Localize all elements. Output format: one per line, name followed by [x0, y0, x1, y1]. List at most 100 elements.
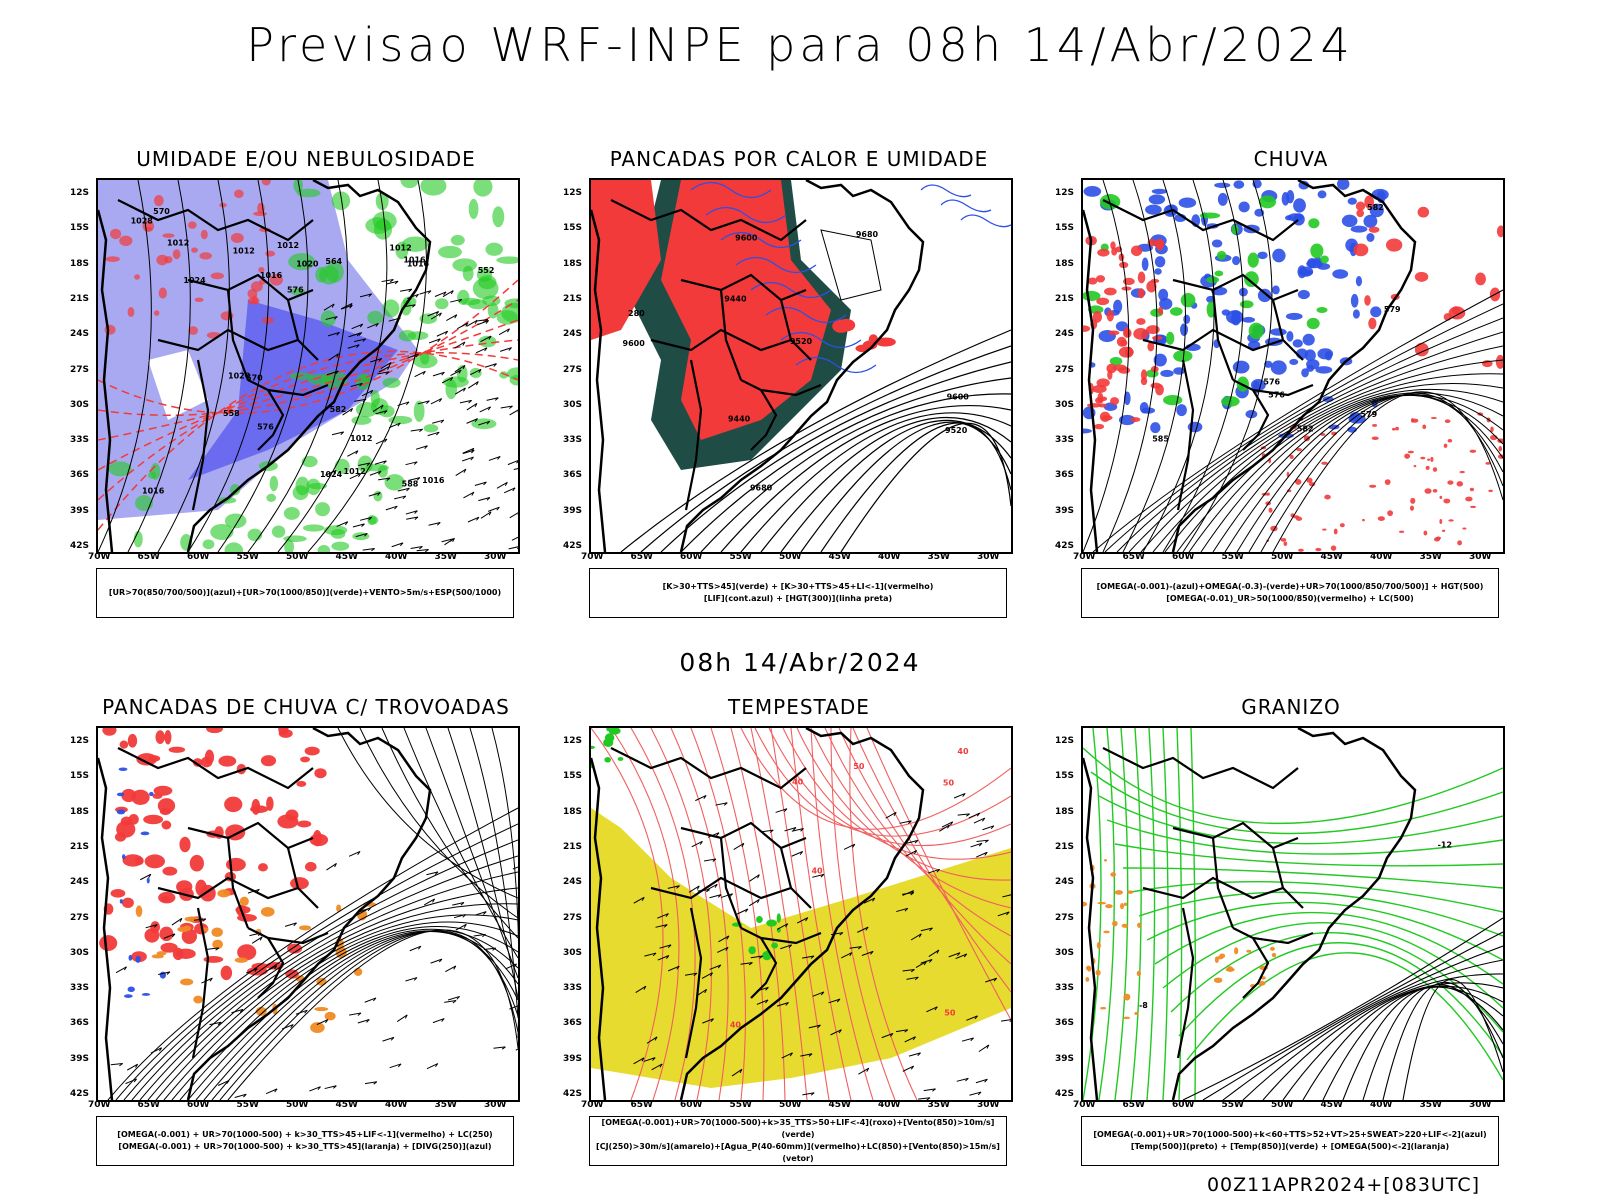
- longitude-label: 45W: [335, 552, 358, 562]
- legend-line: [OMEGA(-0.001)+UR>70(1000-500)+k<60+TTS>…: [1093, 1130, 1487, 1139]
- map-graphic: -12 -8: [1083, 728, 1503, 1100]
- contour-label: 582: [330, 405, 347, 414]
- contour-label: 9440: [724, 295, 747, 304]
- latitude-label: 21S: [1055, 841, 1075, 852]
- longitude-label: 50W: [286, 552, 309, 562]
- panel-title: GRANIZO: [1241, 695, 1341, 719]
- longitude-label: 40W: [878, 1100, 901, 1110]
- contour-label: 1016: [142, 487, 165, 496]
- latitude-label: 36S: [70, 470, 90, 481]
- longitude-label: 45W: [335, 1100, 358, 1110]
- longitude-label: 45W: [1320, 552, 1343, 562]
- longitude-label: 70W: [1073, 552, 1096, 562]
- longitude-label: 50W: [1271, 552, 1294, 562]
- latitude-label: 42S: [70, 1089, 90, 1099]
- latitude-label: 12S: [1055, 188, 1075, 198]
- latitude-label: 39S: [70, 1053, 90, 1064]
- longitude-label: 30W: [484, 1100, 507, 1110]
- contour-label: -8: [1139, 1001, 1148, 1010]
- latitude-label: 18S: [70, 806, 90, 817]
- contour-label: 570: [153, 207, 170, 216]
- longitude-label: 70W: [581, 1100, 604, 1110]
- panel-title: PANCADAS POR CALOR E UMIDADE: [609, 147, 989, 171]
- latitude-label: 12S: [1055, 736, 1075, 746]
- panel-title: UMIDADE E/OU NEBULOSIDADE: [136, 147, 476, 171]
- longitude-label: 65W: [137, 1100, 160, 1110]
- contour-label: 582: [1297, 425, 1314, 434]
- latitude-label: 18S: [70, 258, 90, 269]
- forecast-map: 9680 9600 9520 9440 9600 9520 9440 9600 9680 280: [589, 178, 1013, 554]
- longitude-label: 70W: [88, 1100, 111, 1110]
- legend-line: [LIF](cont.azul) + [HGT(300)](linha pret…: [703, 594, 893, 603]
- contour-label: 570: [246, 373, 263, 382]
- panel-legend: [K>30+TTS>45](verde) + [K>30+TTS>45+LI<-…: [589, 568, 1007, 618]
- longitude-label: 55W: [1221, 552, 1244, 562]
- latitude-label: 33S: [563, 983, 583, 994]
- contour-label: 1016: [422, 476, 445, 485]
- contour-label: 50: [943, 779, 955, 788]
- longitude-label: 35W: [1419, 552, 1442, 562]
- latitude-label: 24S: [563, 329, 583, 340]
- latitude-label: 42S: [70, 541, 90, 551]
- longitude-label: 30W: [1469, 552, 1492, 562]
- latitude-label: 12S: [70, 188, 90, 198]
- longitude-label: 35W: [927, 552, 950, 562]
- contour-label: 9600: [623, 339, 646, 348]
- longitude-label: 55W: [729, 552, 752, 562]
- contour-label: 9520: [790, 337, 813, 346]
- latitude-label: 33S: [70, 435, 90, 446]
- longitude-label: 65W: [1122, 1100, 1145, 1110]
- longitude-label: 60W: [1172, 552, 1195, 562]
- contour-label: -12: [1438, 840, 1452, 849]
- panel-legend: [UR>70(850/700/500)](azul)+[UR>70(1000/8…: [96, 568, 514, 618]
- longitude-label: 40W: [385, 1100, 408, 1110]
- latitude-label: 24S: [70, 329, 90, 340]
- legend-line: [Temp(500)](preto) + [Temp(850)](verde) …: [1130, 1142, 1450, 1151]
- longitude-label: 65W: [137, 552, 160, 562]
- latitude-label: 36S: [563, 470, 583, 481]
- forecast-map: [96, 726, 520, 1102]
- contour-label: 1024: [320, 470, 343, 479]
- longitude-label: 40W: [1370, 552, 1393, 562]
- latitude-label: 39S: [563, 1053, 583, 1064]
- contour-label: 40: [792, 778, 804, 787]
- longitude-label: 50W: [286, 1100, 309, 1110]
- contour-label: 1016: [260, 271, 283, 280]
- latitude-label: 18S: [563, 258, 583, 269]
- latitude-label: 15S: [563, 223, 583, 234]
- latitude-label: 12S: [70, 736, 90, 746]
- map-graphic: 40 50 40 50 40 50 40: [591, 728, 1011, 1100]
- contour-label: 280: [628, 309, 645, 318]
- longitude-label: 35W: [434, 1100, 457, 1110]
- contour-label: 40: [730, 1020, 742, 1029]
- latitude-label: 24S: [563, 877, 583, 888]
- longitude-label: 55W: [236, 1100, 259, 1110]
- latitude-label: 15S: [1055, 771, 1075, 782]
- latitude-label: 27S: [563, 364, 583, 375]
- page-title: Previsao WRF-INPE para 08h 14/Abr/2024: [246, 18, 1354, 72]
- contour-label: 1012: [389, 244, 411, 253]
- map-graphic: 9680 9600 9520 9440 9600 9520 9440 9600 9680 280: [591, 180, 1011, 552]
- latitude-label: 30S: [563, 947, 583, 958]
- longitude-label: 60W: [1172, 1100, 1195, 1110]
- latitude-label: 21S: [563, 293, 583, 304]
- contour-label: 1020: [296, 260, 319, 269]
- latitude-label: 36S: [70, 1018, 90, 1029]
- longitude-label: 55W: [236, 552, 259, 562]
- longitude-label: 65W: [630, 1100, 653, 1110]
- longitude-label: 65W: [1122, 552, 1145, 562]
- legend-line: [OMEGA(-0.001) + UR>70(1000-500) + k>30_…: [118, 1142, 492, 1151]
- longitude-label: 30W: [977, 1100, 1000, 1110]
- contour-label: 1012: [350, 434, 372, 443]
- legend-line: [OMEGA(-0.01)_UR>50(1000/850)(vermelho) …: [1166, 594, 1414, 603]
- legend-line: [OMEGA(-0.001)-(azul)+OMEGA(-0.3)-(verde…: [1096, 582, 1484, 591]
- contour-label: 40: [957, 747, 969, 756]
- forecast-map: -12 -8: [1081, 726, 1505, 1102]
- latitude-label: 27S: [1055, 364, 1075, 375]
- contour-label: 1012: [344, 467, 366, 476]
- longitude-label: 70W: [1073, 1100, 1096, 1110]
- latitude-label: 39S: [70, 505, 90, 516]
- longitude-label: 45W: [828, 552, 851, 562]
- latitude-label: 18S: [1055, 806, 1075, 817]
- forecast-map: 585 582 579 576 582 579 576: [1081, 178, 1505, 554]
